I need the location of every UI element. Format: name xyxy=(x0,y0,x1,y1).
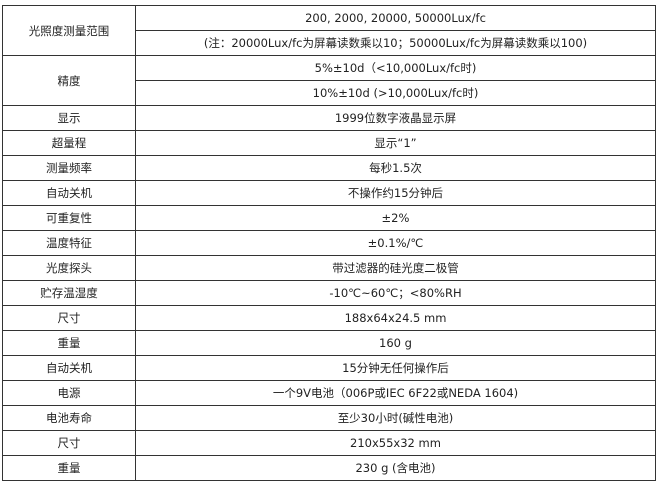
table-row: 自动关机 15分钟无任何操作后 xyxy=(2,355,656,381)
spec-label: 自动关机 xyxy=(2,180,136,206)
table-row: 10%±10d (>10,000Lux/fc时) xyxy=(3,80,656,106)
spec-label: 显示 xyxy=(2,105,136,131)
spec-label: 超量程 xyxy=(2,130,136,156)
spec-value: 一个9V电池（006P或IEC 6F22或NEDA 1604) xyxy=(135,380,656,406)
table-row: (注：20000Lux/fc为屏幕读数乘以10；50000Lux/fc为屏幕读数… xyxy=(3,30,656,56)
spec-value: 10%±10d (>10,000Lux/fc时) xyxy=(135,80,656,106)
spec-value: 1999位数字液晶显示屏 xyxy=(135,105,656,131)
spec-value: 210x55x32 mm xyxy=(135,430,656,456)
spec-label: 重量 xyxy=(2,330,136,356)
table-row: 超量程 显示“1” xyxy=(2,130,656,156)
table-row: 可重复性 ±2% xyxy=(2,205,656,231)
spec-label: 贮存温湿度 xyxy=(2,280,136,306)
spec-label: 尺寸 xyxy=(2,430,136,456)
table-row: 贮存温湿度 -10℃~60℃；<80%RH xyxy=(2,280,656,306)
spec-value: (注：20000Lux/fc为屏幕读数乘以10；50000Lux/fc为屏幕读数… xyxy=(135,30,656,56)
table-row: 重量 230 g (含电池) xyxy=(2,455,656,481)
spec-label: 精度 xyxy=(2,55,136,106)
spec-value: 160 g xyxy=(135,330,656,356)
spec-value: 显示“1” xyxy=(135,130,656,156)
spec-label: 自动关机 xyxy=(2,355,136,381)
table-row: 电源 一个9V电池（006P或IEC 6F22或NEDA 1604) xyxy=(2,380,656,406)
table-row: 光照度测量范围 200, 2000, 20000, 50000Lux/fc xyxy=(2,5,656,56)
spec-value: ±0.1%/℃ xyxy=(135,230,656,256)
spec-value: 带过滤器的硅光度二极管 xyxy=(135,255,656,281)
table-row: 尺寸 188x64x24.5 mm xyxy=(2,305,656,331)
spec-label: 电源 xyxy=(2,380,136,406)
spec-label: 温度特征 xyxy=(2,230,136,256)
table-row: 温度特征 ±0.1%/℃ xyxy=(2,230,656,256)
spec-label: 光照度测量范围 xyxy=(2,5,136,56)
spec-value: 15分钟无任何操作后 xyxy=(135,355,656,381)
spec-label: 测量频率 xyxy=(2,155,136,181)
table-row: 尺寸 210x55x32 mm xyxy=(2,430,656,456)
table-row: 精度 5%±10d（<10,000Lux/fc时) xyxy=(2,55,656,106)
spec-label: 尺寸 xyxy=(2,305,136,331)
spec-value: -10℃~60℃；<80%RH xyxy=(135,280,656,306)
spec-value: 至少30小时(碱性电池) xyxy=(135,405,656,431)
spec-value: 不操作约15分钟后 xyxy=(135,180,656,206)
table-row: 测量频率 每秒1.5次 xyxy=(2,155,656,181)
spec-value: 188x64x24.5 mm xyxy=(135,305,656,331)
spec-label: 重量 xyxy=(2,455,136,481)
spec-value: 230 g (含电池) xyxy=(135,455,656,481)
spec-value: 每秒1.5次 xyxy=(135,155,656,181)
spec-value: 200, 2000, 20000, 50000Lux/fc xyxy=(135,5,656,31)
spec-value: 5%±10d（<10,000Lux/fc时) xyxy=(135,55,656,81)
spec-label: 可重复性 xyxy=(2,205,136,231)
spec-table: 光照度测量范围 200, 2000, 20000, 50000Lux/fc (注：2… xyxy=(2,5,656,481)
spec-label: 光度探头 xyxy=(2,255,136,281)
table-row: 光度探头 带过滤器的硅光度二极管 xyxy=(2,255,656,281)
spec-label: 电池寿命 xyxy=(2,405,136,431)
spec-value: ±2% xyxy=(135,205,656,231)
table-row: 自动关机 不操作约15分钟后 xyxy=(2,180,656,206)
table-row: 重量 160 g xyxy=(2,330,656,356)
table-row: 电池寿命 至少30小时(碱性电池) xyxy=(2,405,656,431)
table-row: 显示 1999位数字液晶显示屏 xyxy=(2,105,656,131)
